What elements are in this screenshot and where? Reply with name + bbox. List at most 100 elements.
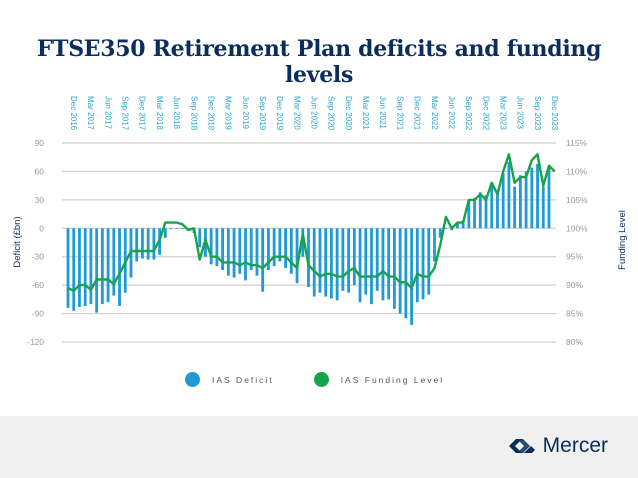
y-tick-left: -30 <box>32 252 45 262</box>
legend: IAS Deficit IAS Funding Level <box>185 372 444 387</box>
deficit-bar <box>301 228 305 257</box>
x-tick-label: Jun 2017 <box>103 96 112 129</box>
x-tick-label: Dec 2017 <box>138 96 147 131</box>
deficit-bar <box>255 228 259 276</box>
deficit-bar <box>100 228 104 305</box>
deficit-bar <box>490 182 494 229</box>
deficit-bar <box>169 228 173 230</box>
deficit-bar <box>249 228 253 270</box>
x-tick-label: Dec 2023 <box>550 96 559 131</box>
deficit-bar <box>473 197 476 229</box>
legend-label-funding: IAS Funding Level <box>340 374 445 385</box>
deficit-bar <box>536 163 539 229</box>
deficit-bar <box>238 228 242 274</box>
deficit-bar <box>513 186 517 229</box>
deficit-bar <box>307 228 310 288</box>
deficit-bar <box>387 228 391 300</box>
deficit-bar <box>135 228 139 262</box>
x-tick-label: Dec 2018 <box>206 96 215 131</box>
deficit-bar <box>221 228 225 270</box>
deficit-bar <box>530 167 534 229</box>
y-axis-label-right: Funding Level <box>617 210 628 270</box>
x-tick-label: Mar 2020 <box>292 96 301 130</box>
deficit-bar <box>209 228 213 265</box>
deficit-bar <box>175 228 179 230</box>
deficit-bar <box>455 223 459 229</box>
mercer-logo-icon <box>508 439 535 453</box>
legend-dot-deficit-icon <box>185 372 200 387</box>
deficit-bar <box>72 228 76 311</box>
deficit-bar <box>375 228 379 291</box>
x-tick-label: Mar 2023 <box>498 96 507 130</box>
deficit-bar <box>198 228 202 248</box>
y-axis-label-left: Deficit (£bn) <box>12 216 23 267</box>
x-tick-label: Dec 2020 <box>344 96 353 131</box>
deficit-bar <box>410 228 413 325</box>
x-tick-label: Jun 2019 <box>241 96 250 129</box>
x-tick-label: Dec 2021 <box>413 96 422 131</box>
x-tick-label: Mar 2018 <box>155 96 164 130</box>
footer: Mercer <box>0 416 638 478</box>
deficit-bar <box>507 161 511 229</box>
deficit-bar <box>381 228 385 301</box>
deficit-bar <box>89 228 93 305</box>
x-tick-label: Sep 2023 <box>533 96 542 131</box>
legend-item-deficit: IAS Deficit <box>185 372 274 387</box>
x-tick-label: Jun 2023 <box>516 96 525 129</box>
x-tick-label: Jun 2022 <box>447 96 456 129</box>
deficit-bar <box>404 228 408 319</box>
y-tick-left: -120 <box>27 337 44 347</box>
x-tick-label: Mar 2022 <box>430 96 439 130</box>
deficit-bar <box>370 228 373 305</box>
deficit-bar <box>118 228 121 306</box>
deficit-bar <box>163 228 167 238</box>
deficit-bar <box>66 228 70 308</box>
deficit-bar <box>392 228 396 309</box>
y-tick-right: 105% <box>566 195 588 205</box>
y-tick-right: 95% <box>566 252 583 262</box>
x-tick-label: Mar 2019 <box>224 96 233 130</box>
deficit-bar <box>106 228 110 303</box>
deficit-bar <box>547 167 551 229</box>
x-tick-label: Mar 2021 <box>361 96 370 130</box>
deficit-bar <box>312 228 316 297</box>
deficit-bar <box>95 228 99 313</box>
y-tick-right: 100% <box>566 223 588 233</box>
deficit-bar <box>215 228 219 267</box>
x-tick-label: Mar 2017 <box>86 96 95 130</box>
deficit-bar <box>112 228 116 296</box>
deficit-bar <box>284 228 287 269</box>
deficit-bar <box>324 228 328 297</box>
x-tick-label: Sep 2018 <box>189 96 198 131</box>
deficit-bar <box>181 228 184 230</box>
deficit-bar <box>421 228 425 300</box>
deficit-bar <box>484 195 488 229</box>
deficit-bar <box>358 228 362 303</box>
deficit-bar <box>347 228 350 293</box>
deficit-bar <box>289 228 293 274</box>
y-tick-right: 80% <box>566 337 583 347</box>
funding-level-line <box>67 153 556 292</box>
deficit-bar <box>267 228 270 270</box>
y-tick-right: 85% <box>566 309 583 319</box>
x-tick-label: Dec 2016 <box>69 96 78 131</box>
deficit-bar <box>398 228 402 314</box>
y-tick-left: 30 <box>35 195 45 205</box>
deficit-bar <box>261 228 265 292</box>
mercer-logo: Mercer <box>507 434 608 458</box>
x-tick-label: Dec 2019 <box>275 96 284 131</box>
deficit-bar <box>364 228 368 295</box>
x-tick-label: Sep 2020 <box>327 96 336 131</box>
deficit-bar <box>335 228 339 301</box>
deficit-bar <box>78 228 81 307</box>
deficit-bar <box>467 199 471 229</box>
x-tick-label: Sep 2021 <box>395 96 404 131</box>
deficit-bar <box>444 228 448 230</box>
deficit-bar <box>295 228 299 284</box>
y-tick-left: 90 <box>35 138 45 148</box>
deficit-bar <box>518 175 522 229</box>
x-tick-label: Dec 2022 <box>481 96 490 131</box>
deficit-bar <box>496 190 499 229</box>
x-tick-label: Jun 2020 <box>310 96 319 129</box>
deficit-bar <box>318 228 322 293</box>
